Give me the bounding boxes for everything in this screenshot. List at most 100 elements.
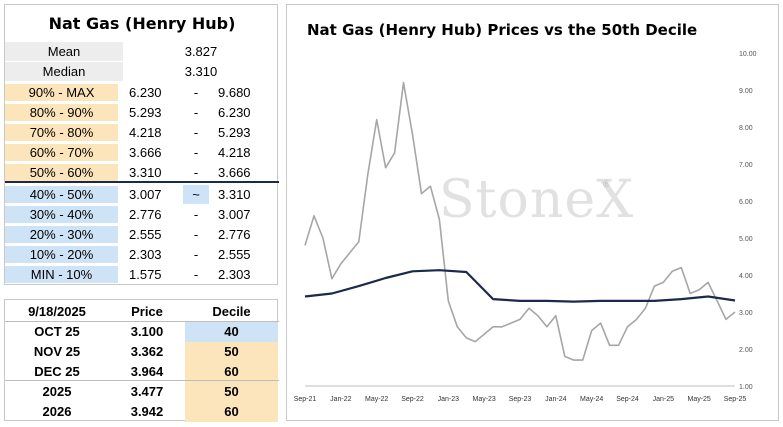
contract-price: 3.964	[130, 364, 164, 379]
decile-table: Nat Gas (Henry Hub) Mean 3.827 Median 3.…	[4, 4, 279, 285]
x-tick-label: Sep-25	[724, 396, 747, 403]
contract-decile: 50	[185, 382, 278, 402]
median-label: Median	[5, 62, 123, 81]
median-divider	[5, 181, 279, 183]
y-tick-label: 9.00	[739, 88, 753, 95]
y-tick-label: 6.00	[739, 199, 753, 206]
decile-high-value: 9.680	[218, 85, 251, 100]
contract-decile: 60	[185, 402, 278, 422]
y-tick-label: 8.00	[739, 125, 753, 132]
range-dash: -	[193, 165, 199, 180]
decile-high-value: 6.230	[218, 105, 251, 120]
price-row: NOV 25 3.362 50	[5, 342, 279, 362]
decile-range-label: 70% - 80%	[5, 124, 118, 141]
price-divider	[5, 380, 279, 381]
decile-row: 80% - 90% 5.293 - 6.230	[5, 103, 279, 122]
decile-row: 60% - 70% 3.666 - 4.218	[5, 143, 279, 162]
x-tick-label: Sep-22	[401, 396, 424, 403]
decile-high-value: 5.293	[218, 125, 251, 140]
median-row: Median 3.310	[5, 62, 279, 81]
decile-low-value: 3.310	[129, 165, 162, 180]
contract-price: 3.362	[130, 344, 164, 359]
decile-range-label: 80% - 90%	[5, 104, 118, 121]
x-tick-label: Jan-22	[330, 396, 352, 403]
mean-row: Mean 3.827	[5, 42, 279, 61]
decile-row: 40% - 50% 3.007 ~3.310	[5, 185, 279, 204]
registered-mark: ®	[603, 179, 610, 189]
decile-high-value: 2.303	[218, 267, 251, 282]
decile-high-value: 3.007	[218, 207, 251, 222]
price-series-line	[304, 81, 736, 361]
decile-row: 10% - 20% 2.303 - 2.555	[5, 245, 279, 264]
x-tick-label: Sep-24	[616, 396, 639, 403]
header-decile: Decile	[212, 304, 251, 319]
decile-series-line	[304, 269, 736, 303]
y-tick-label: 2.00	[739, 347, 753, 354]
contract-decile: 50	[185, 342, 278, 362]
y-tick-label: 7.00	[739, 162, 753, 169]
decile-range-label: 10% - 20%	[5, 246, 118, 263]
price-row: 2025 3.477 50	[5, 382, 279, 402]
decile-range-label: 40% - 50%	[5, 186, 118, 203]
x-tick-label: Jan-24	[545, 396, 567, 403]
x-tick-label: Sep-21	[294, 396, 317, 403]
price-chart: 1.00 2.00 3.00 4.00 5.00 6.00 7.00 8.00 9.00 10.0…	[294, 51, 757, 403]
decile-low-value: 5.293	[129, 105, 162, 120]
decile-row: 90% - MAX 6.230 - 9.680	[5, 83, 279, 102]
chart-panel: StoneX ® 1.00 2.00 3.00 4.00 5.00 6.00 7.00 8.0…	[286, 4, 779, 421]
range-dash: -	[193, 207, 199, 222]
decile-high-value: 2.776	[218, 227, 251, 242]
contract-price: 3.100	[130, 324, 164, 339]
current-decile-marker: ~	[183, 185, 209, 204]
contract-decile: 60	[185, 362, 278, 382]
decile-low-value: 3.666	[129, 145, 162, 160]
contract-decile: 40	[185, 322, 278, 342]
decile-row: 70% - 80% 4.218 - 5.293	[5, 123, 279, 142]
contract-price: 3.942	[130, 404, 164, 419]
decile-low-value: 3.007	[129, 187, 162, 202]
stonex-watermark: StoneX	[439, 170, 635, 230]
mean-value: 3.827	[184, 44, 218, 59]
decile-row: 30% - 40% 2.776 - 3.007	[5, 205, 279, 224]
decile-row: MIN - 10% 1.575 - 2.303	[5, 265, 279, 284]
range-dash: -	[193, 247, 199, 262]
decile-range-label: MIN - 10%	[5, 266, 118, 283]
decile-range-label: 20% - 30%	[5, 226, 118, 243]
x-tick-label: Jan-25	[653, 396, 675, 403]
price-row: OCT 25 3.100 40	[5, 322, 279, 342]
decile-high-value: 3.310	[218, 187, 251, 202]
range-dash: -	[193, 145, 199, 160]
x-tick-label: May-25	[687, 396, 710, 403]
decile-low-value: 2.555	[129, 227, 162, 242]
decile-range-label: 90% - MAX	[5, 84, 118, 101]
header-price: Price	[131, 304, 163, 319]
decile-low-value: 2.776	[129, 207, 162, 222]
x-tick-label: Sep-23	[509, 396, 532, 403]
price-row: DEC 25 3.964 60	[5, 362, 279, 382]
decile-low-value: 6.230	[129, 85, 162, 100]
y-tick-label: 10.00	[739, 51, 757, 58]
chart-title: Nat Gas (Henry Hub) Prices vs the 50th D…	[307, 21, 698, 39]
range-dash: -	[193, 125, 199, 140]
decile-low-value: 1.575	[129, 267, 162, 282]
decile-range-label: 50% - 60%	[5, 164, 118, 181]
decile-low-value: 4.218	[129, 125, 162, 140]
range-dash: -	[193, 227, 199, 242]
y-tick-label: 1.00	[739, 384, 753, 391]
price-table: 9/18/2025 Price Decile OCT 25 3.100 40 NOV …	[4, 299, 279, 422]
mean-label: Mean	[5, 42, 123, 61]
x-tick-label: Jan-23	[438, 396, 460, 403]
contract-label: 2025	[42, 384, 72, 399]
range-dash: -	[193, 105, 199, 120]
contract-label: NOV 25	[33, 344, 81, 359]
price-table-header: 9/18/2025 Price Decile	[5, 302, 279, 322]
x-tick-label: May-22	[365, 396, 388, 403]
y-tick-label: 3.00	[739, 310, 753, 317]
y-tick-label: 4.00	[739, 273, 753, 280]
decile-row: 50% - 60% 3.310 - 3.666	[5, 163, 279, 182]
decile-low-value: 2.303	[129, 247, 162, 262]
decile-high-value: 2.555	[218, 247, 251, 262]
x-tick-label: May-23	[472, 396, 495, 403]
decile-high-value: 4.218	[218, 145, 251, 160]
decile-table-title: Nat Gas (Henry Hub)	[48, 14, 236, 33]
